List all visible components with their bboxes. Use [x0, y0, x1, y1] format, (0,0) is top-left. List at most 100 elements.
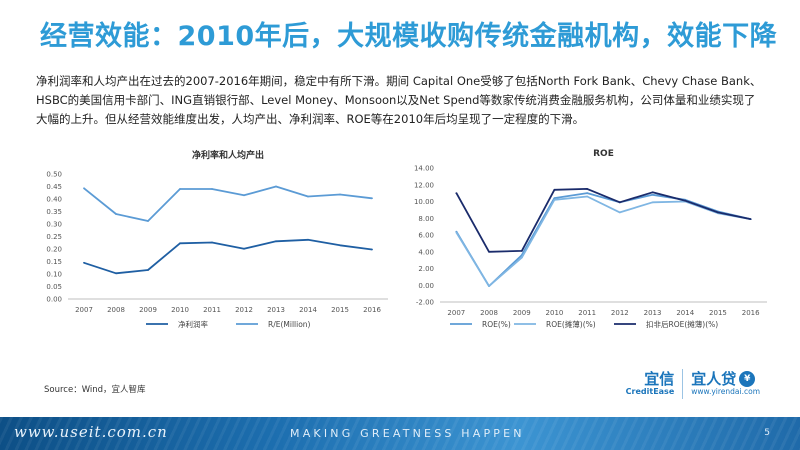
roe-series-3-point — [618, 201, 621, 204]
net-margin-x-tick-label: 2011 — [203, 306, 221, 314]
roe-x-tick-label: 2013 — [644, 309, 662, 317]
creditease-logo-cn: 宜信 — [644, 370, 675, 388]
roe-series-1-point — [553, 197, 556, 200]
creditease-logo-en: CreditEase — [625, 387, 675, 396]
net-margin-series-1-point — [371, 248, 373, 251]
net-margin-series-1-point — [339, 244, 341, 247]
net-margin-series-1-point — [179, 242, 181, 245]
net-margin-x-tick-label: 2009 — [139, 306, 157, 314]
net-margin-chart: 净利率和人均产出 0.00 0.05 0.10 0.15 0.20 0.25 0.30 0.35… — [28, 140, 398, 340]
roe-series-3-point — [717, 211, 719, 214]
roe-series-3-point — [684, 199, 687, 202]
net-margin-chart-svg: 净利率和人均产出 0.00 0.05 0.10 0.15 0.20 0.25 0.30 0.35… — [46, 149, 388, 329]
roe-series-3-point — [455, 192, 458, 195]
roe-y-tick-label: 4.00 — [418, 248, 434, 256]
net-margin-y-tick-label: 0.50 — [46, 171, 62, 179]
net-margin-series-1-point — [307, 238, 309, 241]
roe-series-1-line — [455, 192, 751, 288]
net-margin-y-tick-label: 0.05 — [46, 283, 62, 291]
roe-series-2-point — [651, 201, 654, 204]
roe-series-3-point — [651, 191, 654, 194]
net-margin-series-2-point — [275, 185, 277, 188]
roe-x-tick-label: 2007 — [447, 309, 465, 317]
net-margin-y-tick-label: 0.30 — [46, 221, 62, 229]
roe-series-3-point — [586, 188, 589, 190]
roe-series-2-point — [553, 198, 556, 201]
net-margin-legend-label-2: R/E(Million) — [268, 320, 311, 329]
net-margin-x-tick-label: 2010 — [171, 306, 189, 314]
net-margin-series-1-point — [211, 241, 213, 244]
roe-series-3-point — [553, 188, 556, 191]
roe-x-tick-label: 2015 — [709, 309, 727, 317]
roe-series-3-line — [455, 188, 751, 253]
yirendai-logo-en: www.yirendai.com — [691, 387, 760, 396]
net-margin-series-2-point — [147, 220, 149, 222]
net-margin-series-1-point — [83, 261, 85, 264]
net-margin-legend-label-1: 净利润率 — [178, 319, 208, 329]
footer-slogan: MAKING GREATNESS HAPPEN — [290, 427, 525, 440]
roe-series-3-point — [749, 218, 752, 220]
page-title: 经营效能：2010年后，大规模收购传统金融机构，效能下降 — [40, 21, 778, 52]
roe-series-3-point — [520, 250, 523, 252]
net-margin-y-tick-label: 0.25 — [46, 233, 62, 241]
net-margin-series-2-point — [243, 194, 245, 197]
net-margin-series-2-point — [83, 187, 85, 190]
net-margin-x-tick-label: 2015 — [331, 306, 349, 314]
roe-series-2-point — [618, 211, 621, 214]
yirendai-logo: 宜人贷 ¥ www.yirendai.com — [691, 371, 760, 397]
creditease-logo: 宜信 CreditEase — [626, 371, 675, 397]
roe-series-2-point — [455, 231, 458, 234]
net-margin-series-1-point — [147, 269, 149, 271]
roe-series-2-point — [586, 195, 589, 198]
roe-x-tick-label: 2014 — [676, 309, 694, 317]
footer-url: www.useit.com.cn — [14, 423, 168, 441]
roe-x-tick-label: 2012 — [611, 309, 629, 317]
net-margin-x-tick-label: 2016 — [363, 306, 381, 314]
roe-series-2-point — [520, 256, 523, 259]
net-margin-x-tick-label: 2007 — [75, 306, 93, 314]
net-margin-series-2-point — [371, 197, 373, 200]
yirendai-logo-cn: 宜人贷 — [691, 370, 737, 388]
net-margin-y-tick-label: 0.15 — [46, 258, 62, 266]
roe-y-tick-label: 0.00 — [418, 282, 434, 290]
roe-x-tick-label: 2016 — [742, 309, 760, 317]
net-margin-series-1-point — [275, 240, 277, 243]
roe-y-tick-label: 8.00 — [418, 215, 434, 223]
roe-y-tick-label: -2.00 — [416, 299, 434, 307]
roe-chart-svg: ROE -2.00 0.00 2.00 4.00 6.00 8.00 10.00 12.00 14… — [414, 149, 767, 329]
net-margin-x-tick-label: 2012 — [235, 306, 253, 314]
net-margin-x-tick-label: 2008 — [107, 306, 125, 314]
roe-series-3-point — [488, 250, 490, 253]
net-margin-series-2-point — [115, 213, 117, 215]
net-margin-y-tick-label: 0.10 — [46, 271, 62, 279]
roe-y-tick-label: 14.00 — [414, 165, 434, 173]
roe-x-tick-label: 2011 — [578, 309, 596, 317]
net-margin-y-tick-label: 0.35 — [46, 208, 62, 216]
footer-banner: www.useit.com.cn MAKING GREATNESS HAPPEN… — [0, 417, 800, 450]
net-margin-series-2-point — [211, 188, 213, 190]
net-margin-series-1-point — [115, 272, 117, 275]
net-margin-series-1-line — [83, 238, 373, 275]
roe-y-tick-label: 6.00 — [418, 232, 434, 240]
roe-x-tick-label: 2010 — [546, 309, 564, 317]
roe-x-tick-label: 2008 — [480, 309, 498, 317]
roe-y-tick-label: 12.00 — [414, 181, 434, 189]
net-margin-chart-title: 净利率和人均产出 — [192, 149, 264, 161]
net-margin-y-tick-label: 0.45 — [46, 183, 62, 191]
yirendai-badge-icon: ¥ — [739, 371, 756, 387]
roe-series-1-point — [586, 192, 589, 195]
net-margin-series-2-line — [83, 185, 373, 222]
net-margin-y-tick-label: 0.40 — [46, 196, 62, 204]
roe-chart: ROE -2.00 0.00 2.00 4.00 6.00 8.00 10.00 12.00 14… — [402, 140, 782, 340]
roe-y-tick-label: 10.00 — [414, 198, 434, 206]
yirendai-logo-cn-row: 宜人贷 ¥ — [691, 371, 760, 387]
source-note: Source：Wind，宜人智库 — [44, 385, 146, 395]
brand-logos: 宜信 CreditEase 宜人贷 ¥ www.yirendai.com — [626, 367, 760, 401]
net-margin-series-2-point — [339, 193, 341, 196]
net-margin-series-2-point — [307, 195, 309, 198]
roe-legend-label-1: ROE(%) — [482, 320, 511, 329]
net-margin-series-1-point — [243, 247, 245, 250]
roe-series-2-point — [488, 285, 490, 287]
roe-y-tick-label: 2.00 — [418, 265, 434, 273]
net-margin-series-2-point — [179, 188, 181, 190]
